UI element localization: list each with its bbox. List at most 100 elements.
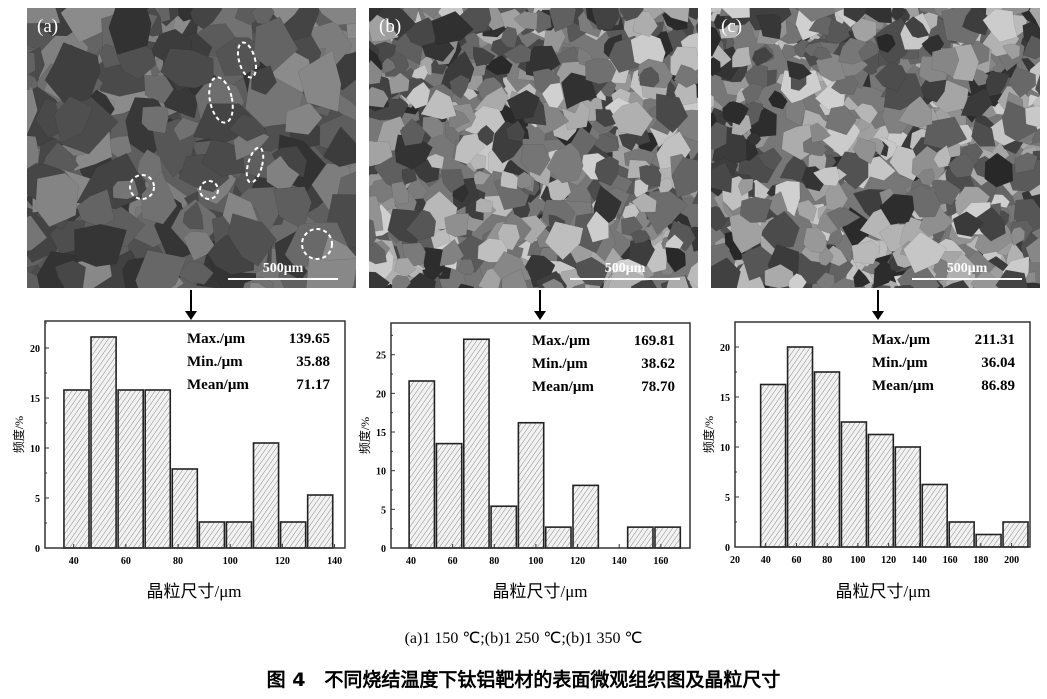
micrograph-b: (b) 500μm [369, 8, 698, 288]
scale-bar: 500μm [228, 261, 338, 280]
x-tick-label: 60 [791, 555, 801, 566]
stat-label: Mean/μm [872, 378, 934, 394]
histogram-a: 0 5 10 15 20 40 60 80 100 120 140 频度/% Max./μm 139.65… [11, 320, 346, 567]
histogram-bar [626, 526, 654, 549]
plot-frame [734, 321, 1031, 548]
defect-circle [301, 228, 333, 260]
histogram-bar [813, 371, 841, 548]
defect-circle [236, 41, 258, 79]
stat-value: 139.65 [289, 331, 330, 347]
y-tick-label: 0 [381, 544, 386, 555]
stat-value: 38.62 [641, 356, 675, 372]
x-tick-label: 160 [653, 556, 668, 567]
histogram-bar [1002, 521, 1029, 548]
stat-value: 211.31 [975, 332, 1015, 348]
scale-bar: 500μm [570, 261, 680, 280]
histogram-bar [867, 433, 895, 548]
histogram-b: 0 5 10 15 20 25 40 60 80 100 120 140 160 频度/% Max./μm 1… [357, 322, 691, 567]
defect-circle [245, 146, 265, 184]
y-tick-label: 20 [30, 344, 40, 355]
scale-bar-label: 500μm [946, 261, 988, 276]
x-tick-label: 20 [730, 555, 740, 566]
histogram-bar [654, 526, 682, 549]
scale-bar-label: 500μm [604, 261, 646, 276]
histogram-bar [252, 442, 280, 549]
stat-value: 86.89 [981, 378, 1015, 394]
y-tick-label: 5 [35, 494, 40, 505]
x-tick-label: 100 [223, 556, 238, 567]
x-tick-label: 80 [489, 556, 499, 567]
x-tick-label: 60 [121, 556, 131, 567]
defect-circle [199, 180, 219, 200]
plot-frame [390, 322, 691, 549]
scale-bar: 500μm [912, 261, 1022, 280]
y-axis-label: 频度/% [701, 416, 716, 453]
panel-label: (b) [379, 16, 402, 37]
micrograph-a: (a) 500μm [27, 8, 356, 288]
histogram-bar [462, 338, 490, 549]
x-tick-label: 140 [612, 556, 627, 567]
histogram-bar [408, 380, 436, 549]
grain-texture [27, 8, 356, 288]
y-axis-label: 频度/% [357, 417, 372, 454]
scale-bar-label: 500μm [262, 261, 304, 276]
y-tick-label: 20 [720, 343, 730, 354]
histogram-bar [840, 421, 868, 548]
y-axis-label: 频度/% [11, 416, 26, 453]
y-tick-label: 25 [376, 351, 386, 362]
arrow-down-icon [872, 290, 884, 320]
plot-frame [44, 320, 346, 549]
histogram-bar [490, 505, 518, 549]
stat-value: 35.88 [296, 354, 330, 370]
histogram-bar [894, 446, 922, 548]
histogram-bar [786, 346, 814, 548]
histogram-bar [279, 521, 307, 549]
panel-label: (c) [721, 16, 743, 37]
x-tick-label: 200 [1004, 555, 1019, 566]
x-tick-label: 40 [761, 555, 771, 566]
stat-label: Min./μm [187, 354, 243, 370]
histogram-bar [63, 389, 90, 549]
grain-texture [369, 8, 698, 288]
defect-circle [129, 174, 155, 200]
x-tick-label: 120 [275, 556, 290, 567]
figure-caption: 图 4 不同烧结温度下钛铝靶材的表面微观组织图及晶粒尺寸 [266, 669, 781, 691]
stat-value: 169.81 [634, 333, 675, 349]
x-tick-label: 140 [912, 555, 927, 566]
y-tick-label: 10 [376, 467, 386, 478]
subcaption: (a)1 150 ℃;(b)1 250 ℃;(b)1 350 ℃ [404, 630, 643, 647]
histogram-bar [90, 336, 117, 549]
y-tick-label: 10 [30, 444, 40, 455]
y-tick-label: 15 [30, 394, 40, 405]
x-tick-label: 100 [850, 555, 865, 566]
histogram-bar [544, 526, 572, 549]
defect-circle [208, 76, 234, 124]
x-tick-label: 120 [881, 555, 896, 566]
stat-value: 78.70 [641, 379, 675, 395]
panel-label: (a) [37, 16, 59, 37]
x-tick-label: 40 [406, 556, 416, 567]
histogram-bar [171, 468, 199, 549]
y-tick-label: 15 [376, 428, 386, 439]
y-tick-label: 5 [725, 493, 730, 504]
histogram-bar [948, 521, 975, 548]
histogram-bar [198, 521, 226, 549]
micrograph-c: (c) 500μm [711, 8, 1040, 288]
arrow-down-icon [534, 290, 546, 320]
y-tick-label: 10 [720, 443, 730, 454]
x-tick-label: 140 [327, 556, 342, 567]
histogram-bar [144, 389, 172, 549]
stat-label: Min./μm [872, 355, 928, 371]
grain-texture [711, 8, 1040, 288]
y-tick-label: 0 [725, 543, 730, 554]
histogram-bar [921, 483, 948, 548]
x-tick-label: 80 [173, 556, 183, 567]
histogram-bar [435, 442, 463, 549]
stat-label: Max./μm [872, 332, 931, 348]
stat-label: Mean/μm [532, 379, 594, 395]
x-axis-label: 晶粒尺寸/μm [492, 582, 588, 601]
defect-markers [129, 41, 333, 260]
x-tick-label: 60 [448, 556, 458, 567]
arrow-down-icon [185, 290, 197, 320]
histogram-bar [975, 533, 1002, 548]
